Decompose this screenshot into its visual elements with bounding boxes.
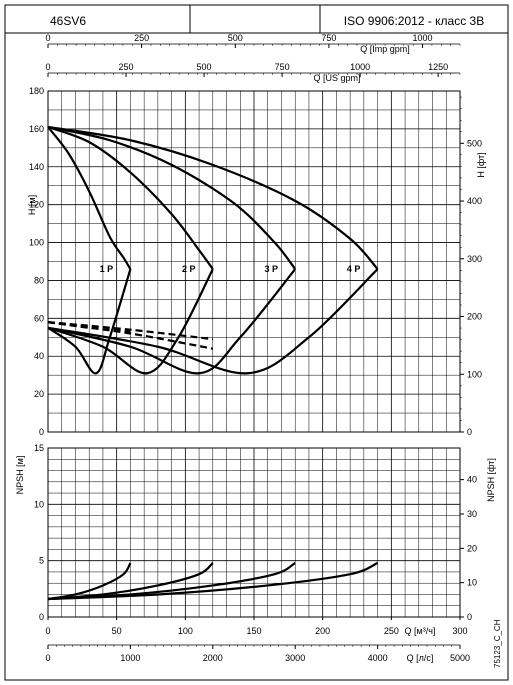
head-ft-axis-label: H [фт] bbox=[476, 152, 486, 177]
flow-ls-axis-label: Q [л/с] bbox=[407, 653, 434, 663]
imp-gpm-axis-label: Q [Imp gpm] bbox=[360, 44, 410, 54]
head-ft-tick-label: 400 bbox=[467, 196, 482, 206]
flow-ls-tick-label: 2000 bbox=[203, 653, 223, 663]
flow-m3h-tick-label: 300 bbox=[452, 626, 467, 636]
flow-ls-tick-label: 3000 bbox=[285, 653, 305, 663]
efficiency-curve-1p bbox=[47, 268, 132, 375]
top-axis-tick-label: 0 bbox=[45, 62, 50, 72]
efficiency-curve-4p bbox=[47, 268, 379, 375]
npsh-ft-tick-label: 30 bbox=[467, 509, 477, 519]
us-gpm-axis-label: Q [US gpm] bbox=[313, 73, 360, 83]
head-m-tick-label: 0 bbox=[39, 427, 44, 437]
flow-m3h-axis-label: Q [м³/ч] bbox=[405, 626, 436, 636]
head-curve-2p bbox=[47, 125, 214, 270]
npsh-m-axis-label: NPSH [м] bbox=[15, 456, 25, 495]
head-m-tick-label: 100 bbox=[29, 238, 44, 248]
header-table: 46SV6 ISO 9906:2012 - класс 3B bbox=[4, 4, 509, 34]
flow-m3h-tick-label: 250 bbox=[384, 626, 399, 636]
npsh-ft-tick-label: 0 bbox=[467, 612, 472, 622]
top-axis-tick-label: 1000 bbox=[413, 33, 433, 43]
top-axis-tick-label: 750 bbox=[275, 62, 290, 72]
head-m-tick-label: 160 bbox=[29, 124, 44, 134]
npsh-curve-4p bbox=[47, 561, 379, 601]
top-axis-tick-label: 0 bbox=[45, 33, 50, 43]
head-ft-tick-label: 0 bbox=[467, 427, 472, 437]
top-axis-tick-label: 250 bbox=[134, 33, 149, 43]
flow-ls-tick-label: 0 bbox=[45, 653, 50, 663]
npsh-m-tick-label: 15 bbox=[34, 443, 44, 453]
flow-ls-tick-label: 5000 bbox=[450, 653, 470, 663]
top-axis-tick-label: 750 bbox=[321, 33, 336, 43]
head-curve-1p bbox=[47, 126, 132, 270]
head-m-tick-label: 140 bbox=[29, 162, 44, 172]
npsh-curve-1p bbox=[47, 562, 132, 601]
top-axis-tick-label: 1000 bbox=[350, 62, 370, 72]
head-ft-tick-label: 300 bbox=[467, 254, 482, 264]
flow-m3h-tick-label: 0 bbox=[45, 626, 50, 636]
series-label: 2 P bbox=[182, 264, 196, 274]
head-m-tick-label: 120 bbox=[29, 200, 44, 210]
flow-m3h-tick-label: 50 bbox=[112, 626, 122, 636]
flow-m3h-tick-label: 100 bbox=[178, 626, 193, 636]
power-curve-2p bbox=[47, 321, 213, 341]
top-axis-tick-label: 250 bbox=[119, 62, 134, 72]
npsh-ft-tick-label: 20 bbox=[467, 543, 477, 553]
head-m-tick-label: 60 bbox=[34, 313, 44, 323]
standard-label: ISO 9906:2012 - класс 3B bbox=[344, 14, 484, 28]
flow-ls-tick-label: 4000 bbox=[368, 653, 388, 663]
npsh-m-tick-label: 0 bbox=[39, 612, 44, 622]
npsh-m-tick-label: 10 bbox=[34, 499, 44, 509]
head-m-tick-label: 40 bbox=[34, 351, 44, 361]
head-ft-tick-label: 100 bbox=[467, 369, 482, 379]
series-label: 4 P bbox=[347, 264, 361, 274]
head-m-tick-label: 20 bbox=[34, 389, 44, 399]
model-label: 46SV6 bbox=[50, 14, 86, 28]
top-axis-tick-label: 500 bbox=[197, 62, 212, 72]
efficiency-curve-2p bbox=[47, 268, 214, 375]
efficiency-curve-3p bbox=[47, 268, 297, 375]
chart-frame bbox=[4, 32, 509, 681]
series-label: 3 P bbox=[264, 264, 278, 274]
series-label: 1 P bbox=[100, 264, 114, 274]
npsh-m-tick-label: 5 bbox=[39, 556, 44, 566]
npsh-ft-axis-label: NPSH [фт] bbox=[486, 458, 496, 502]
flow-ls-tick-label: 1000 bbox=[120, 653, 140, 663]
head-ft-tick-label: 200 bbox=[467, 312, 482, 322]
flow-m3h-tick-label: 150 bbox=[246, 626, 261, 636]
top-axis-tick-label: 1250 bbox=[428, 62, 448, 72]
drawing-code: 75123_C_CH bbox=[493, 619, 502, 668]
head-curve-3p bbox=[47, 125, 297, 270]
head-ft-tick-label: 500 bbox=[467, 138, 482, 148]
head-plot-area bbox=[47, 90, 461, 433]
npsh-ft-tick-label: 40 bbox=[467, 475, 477, 485]
npsh-ft-tick-label: 10 bbox=[467, 578, 477, 588]
head-curve-4p bbox=[47, 125, 379, 270]
head-m-axis-label: H [м] bbox=[27, 195, 37, 215]
power-curve-3p bbox=[47, 321, 213, 350]
flow-m3h-tick-label: 200 bbox=[315, 626, 330, 636]
head-m-tick-label: 180 bbox=[29, 86, 44, 96]
head-m-tick-label: 80 bbox=[34, 275, 44, 285]
top-axis-tick-label: 500 bbox=[228, 33, 243, 43]
